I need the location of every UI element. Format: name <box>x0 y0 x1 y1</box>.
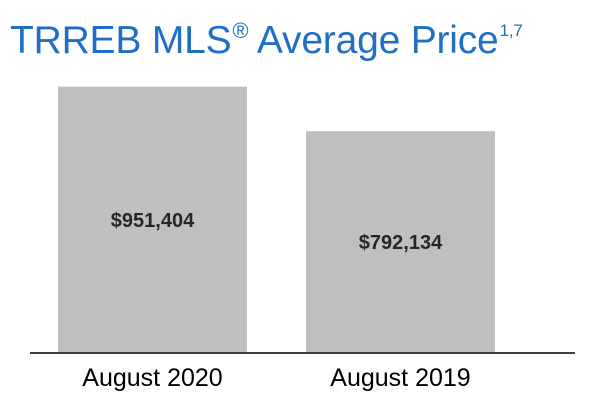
x-tick-label: August 2020 <box>82 364 222 392</box>
bar-value-label: $951,404 <box>111 210 195 232</box>
chart-title-suffix: Average Price <box>248 19 499 62</box>
chart-title-superscript: 1,7 <box>499 21 523 40</box>
bar-august-2020 <box>58 86 247 354</box>
bars-group <box>58 86 495 354</box>
chart-title-main: TRREB MLS <box>10 19 232 62</box>
x-tick-label: August 2019 <box>330 364 470 392</box>
bar-august-2019 <box>306 131 495 353</box>
registered-trademark-mark: ® <box>232 18 249 43</box>
labels-group: $951,404 August 2020 $792,134 August 2019 <box>82 210 470 392</box>
chart-title: TRREB MLS® Average Price1,7 <box>10 8 523 64</box>
bar-value-label: $792,134 <box>359 232 443 254</box>
